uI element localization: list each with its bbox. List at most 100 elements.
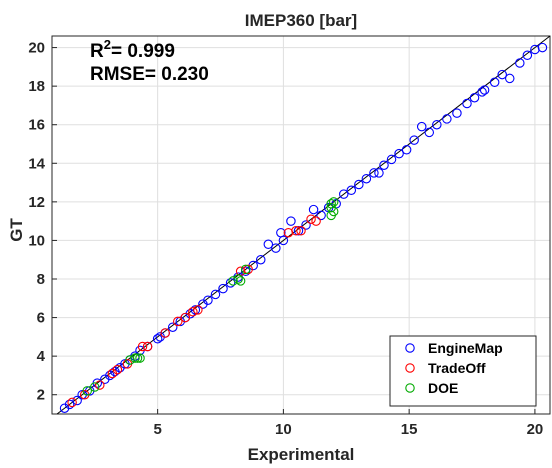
y-tick-labels: 2 4 6 8 10 12 14 16 18 20 — [28, 40, 57, 404]
data-point — [354, 179, 364, 190]
data-point — [90, 382, 100, 392]
data-point — [522, 50, 533, 61]
data-point — [240, 264, 251, 275]
data-point — [291, 226, 301, 236]
data-point — [497, 69, 507, 80]
data-point — [210, 289, 221, 300]
x-tick-label: 20 — [527, 421, 544, 438]
chart-title: IMEP360 [bar] — [245, 11, 357, 30]
data-point — [369, 168, 379, 178]
data-point — [82, 386, 92, 396]
data-point — [203, 295, 213, 305]
data-point — [190, 305, 201, 315]
r-squared-value: = 0.999 — [111, 41, 175, 62]
data-point — [537, 42, 548, 53]
legend-label-doe: DOE — [428, 380, 458, 396]
legend-marker-tradeoff — [405, 363, 415, 373]
legend-label-tradeoff: TradeOff — [428, 360, 486, 376]
data-point — [306, 214, 316, 224]
r-squared-letter: R — [90, 41, 104, 62]
x-tick-label: 15 — [401, 421, 418, 438]
plot-frame — [51, 35, 551, 415]
data-point — [112, 364, 123, 375]
data-point — [243, 264, 253, 275]
data-point — [228, 276, 238, 286]
data-point — [218, 283, 228, 294]
data-point — [286, 216, 296, 226]
data-point — [432, 119, 442, 130]
y-axis-label: GT — [7, 218, 26, 242]
data-point — [137, 341, 148, 352]
data-point — [233, 274, 243, 284]
data-point — [328, 206, 339, 217]
data-point — [479, 85, 490, 95]
data-points — [59, 42, 548, 413]
y-tick-label: 4 — [37, 348, 46, 365]
r-squared-annotation: R2= 0.999 — [90, 37, 175, 62]
data-point — [167, 322, 178, 332]
y-tick-label: 18 — [28, 78, 45, 95]
data-point — [72, 395, 82, 406]
y-tick-label: 14 — [28, 155, 45, 172]
series-doe-points — [82, 197, 339, 396]
data-point — [142, 341, 153, 352]
data-point — [515, 58, 525, 68]
data-point — [386, 154, 397, 165]
y-tick-label: 10 — [28, 232, 45, 249]
grid-lines — [52, 36, 550, 414]
data-point — [225, 278, 236, 288]
data-point — [130, 353, 140, 363]
data-point — [152, 334, 163, 344]
data-point — [263, 239, 274, 250]
y-tick-label: 20 — [28, 40, 45, 57]
data-point — [361, 173, 372, 184]
y-tick-label: 6 — [37, 310, 45, 327]
data-point — [276, 227, 286, 238]
data-point — [235, 276, 246, 286]
data-point — [180, 312, 191, 323]
data-point — [193, 305, 203, 315]
data-point — [301, 220, 311, 230]
series-tradeoff-points — [67, 214, 321, 408]
x-tick-label: 10 — [275, 421, 292, 438]
data-point — [67, 397, 77, 408]
rmse-annotation: RMSE= 0.230 — [90, 64, 209, 85]
data-point — [489, 77, 500, 88]
y-tick-label: 8 — [37, 271, 45, 288]
data-point — [339, 189, 349, 199]
x-tick-label: 5 — [153, 421, 161, 438]
data-point — [132, 353, 143, 363]
data-point — [374, 168, 384, 178]
data-point — [311, 216, 321, 226]
data-point — [188, 307, 198, 317]
data-point — [160, 328, 170, 338]
data-point — [452, 108, 462, 118]
y-tick-label: 16 — [28, 117, 45, 134]
data-point — [293, 226, 304, 236]
data-point — [296, 226, 306, 236]
data-point — [135, 353, 145, 363]
data-point — [271, 243, 281, 253]
data-point — [469, 92, 480, 103]
data-point — [477, 87, 487, 97]
legend-marker-doe — [405, 383, 415, 393]
data-point — [505, 73, 515, 84]
data-point — [308, 204, 319, 215]
data-point — [442, 114, 452, 124]
data-point — [416, 121, 427, 132]
legend: EngineMap TradeOff DOE — [389, 335, 537, 407]
data-point — [256, 254, 266, 265]
data-point — [394, 148, 404, 159]
data-point — [316, 210, 326, 221]
data-point — [64, 399, 75, 410]
data-point — [328, 197, 339, 207]
r-squared-superscript: 2 — [104, 37, 111, 52]
data-point — [462, 98, 472, 109]
x-axis-label: Experimental — [248, 445, 355, 464]
legend-marker-enginemap — [405, 343, 415, 353]
y-tick-label: 2 — [37, 387, 45, 404]
data-point — [424, 127, 435, 138]
data-point — [173, 316, 183, 327]
data-point — [379, 160, 389, 170]
